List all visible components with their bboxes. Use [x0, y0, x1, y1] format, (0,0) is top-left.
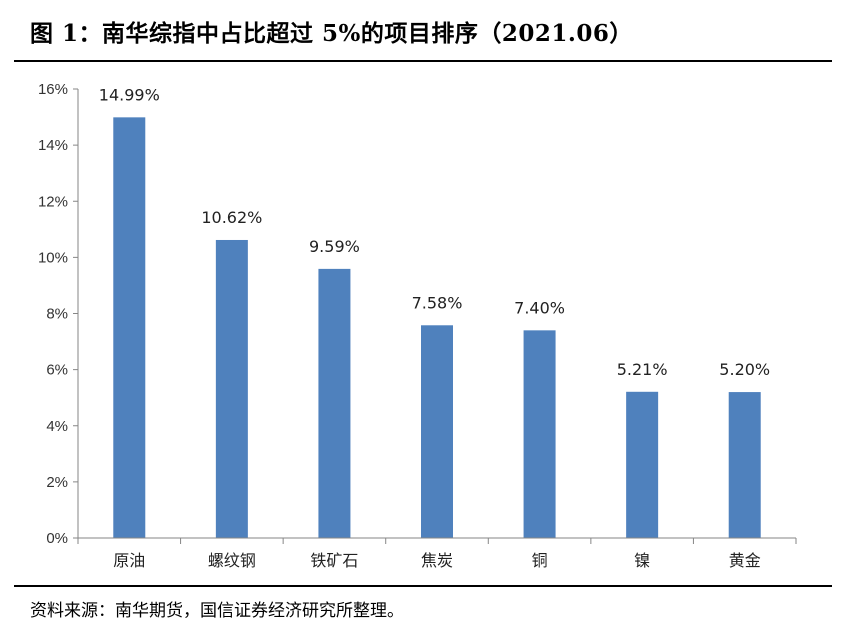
- category-label: 铜: [532, 551, 548, 570]
- data-label: 9.59%: [309, 237, 360, 256]
- category-label: 铁矿石: [310, 551, 358, 570]
- y-tick-label: 0%: [46, 530, 68, 547]
- y-tick-label: 6%: [46, 362, 68, 379]
- data-label: 5.21%: [617, 360, 668, 379]
- x-axis: 原油 螺纹钢 铁矿石 焦炭 铜 镍 黄金: [77, 537, 797, 570]
- figure-title: 图 1：南华综指中占比超过 5%的项目排序（2021.06）: [30, 20, 633, 47]
- bar: [523, 330, 556, 538]
- data-label: 14.99%: [99, 85, 160, 104]
- y-tick-label: 10%: [38, 249, 68, 266]
- y-tick-label: 8%: [46, 306, 68, 323]
- bar: [728, 392, 761, 538]
- y-tick-label: 16%: [38, 81, 68, 98]
- bar: [626, 391, 659, 538]
- data-label: 10.62%: [201, 208, 262, 227]
- category-label: 黄金: [729, 551, 761, 570]
- source-note: 资料来源：南华期货，国信证券经济研究所整理。: [30, 601, 404, 621]
- y-tick-label: 2%: [46, 474, 68, 491]
- y-axis: 0% 2% 4% 6% 8% 10% 12% 14% 16%: [38, 81, 79, 547]
- bars: [113, 117, 761, 538]
- source-rule: [14, 585, 832, 587]
- y-tick-label: 4%: [46, 418, 68, 435]
- bar: [113, 117, 146, 538]
- bar: [215, 239, 248, 538]
- y-tick-label: 12%: [38, 193, 68, 210]
- data-label: 7.58%: [412, 293, 463, 312]
- data-label: 7.40%: [514, 298, 565, 317]
- data-labels: 14.99% 10.62% 9.59% 7.58% 7.40% 5.21% 5.20%: [99, 85, 770, 379]
- bar: [421, 325, 453, 538]
- title-rule: [14, 60, 832, 62]
- category-label: 焦炭: [421, 551, 453, 570]
- data-label: 5.20%: [719, 360, 770, 379]
- bar: [318, 268, 351, 538]
- category-label: 镍: [634, 551, 650, 570]
- category-label: 螺纹钢: [208, 551, 256, 570]
- y-tick-label: 14%: [38, 137, 68, 154]
- category-label: 原油: [113, 551, 145, 570]
